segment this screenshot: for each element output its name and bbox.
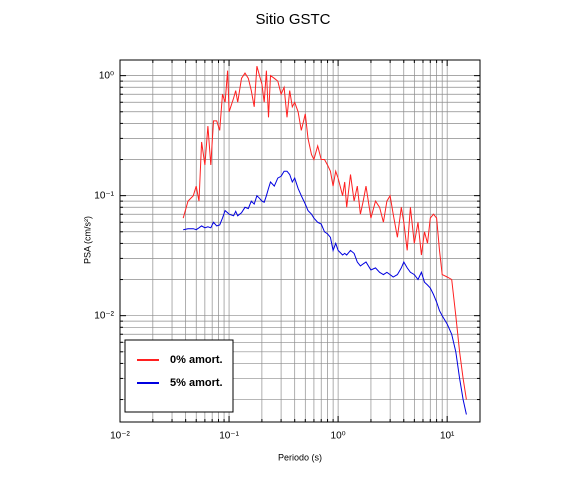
series-line [183, 170, 467, 415]
y-axis-label: PSA (cm/s²) [82, 216, 92, 264]
series-line [182, 65, 467, 400]
chart-title: Sitio GSTC [255, 11, 330, 28]
y-tick-label: 10⁻¹ [94, 190, 114, 201]
x-tick-label: 10⁻¹ [219, 431, 239, 442]
legend-label: 5% amort. [170, 377, 223, 389]
legend-box [124, 339, 234, 413]
y-tick-label: 10⁻² [94, 310, 114, 321]
x-tick-label: 10¹ [440, 431, 455, 442]
x-tick-label: 10⁰ [331, 431, 346, 442]
y-tick-label: 10⁰ [99, 70, 114, 81]
plot-frame [119, 59, 481, 423]
x-axis-label: Periodo (s) [278, 452, 322, 462]
legend-label: 0% amort. [170, 354, 223, 366]
x-tick-label: 10⁻² [110, 431, 130, 442]
